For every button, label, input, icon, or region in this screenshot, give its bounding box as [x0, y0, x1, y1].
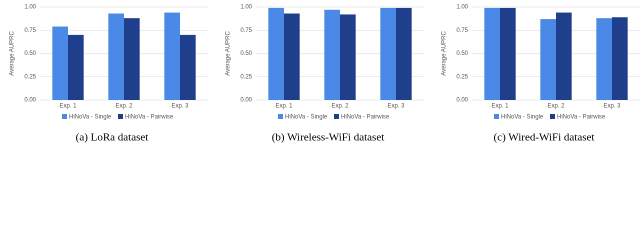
y-axis-label: Average AUPRC — [10, 31, 16, 76]
bar — [612, 17, 628, 101]
bar — [340, 14, 356, 100]
y-tick-label: 1.00 — [240, 5, 252, 11]
legend-label: HiNoVa - Single — [501, 114, 544, 120]
y-axis-label: Average AUPRC — [442, 31, 448, 76]
figure: Average AUPRC 0.00 0.25 0.50 0.75 1.00 Exp. 1 E… — [10, 5, 640, 144]
x-tick-label: Exp. 3 — [171, 104, 189, 110]
bar — [284, 13, 300, 100]
x-tick-label: Exp. 1 — [491, 104, 509, 110]
legend-swatch — [62, 114, 67, 119]
x-tick-label: Exp. 1 — [275, 104, 293, 110]
y-tick-label: 0.75 — [24, 28, 36, 34]
x-tick-label: Exp. 2 — [331, 104, 349, 110]
y-tick-label: 1.00 — [24, 5, 36, 11]
y-tick-label: 0.75 — [240, 28, 252, 34]
legend-swatch — [550, 114, 555, 119]
bar — [164, 12, 180, 100]
bar — [52, 26, 68, 101]
y-tick-label: 0.25 — [240, 74, 252, 80]
y-tick-label: 0.50 — [240, 51, 252, 57]
bar — [124, 18, 140, 100]
legend-label: HiNoVa - Pairwise — [557, 114, 606, 120]
bar — [68, 34, 84, 100]
bar — [396, 7, 412, 100]
bar — [500, 7, 516, 100]
legend-swatch — [118, 114, 123, 119]
legend-label: HiNoVa - Pairwise — [125, 114, 174, 120]
legend-swatch — [278, 114, 283, 119]
bar — [540, 19, 556, 101]
x-tick-label: Exp. 1 — [59, 104, 77, 110]
bar — [596, 18, 612, 100]
y-tick-label: 0.50 — [456, 51, 468, 57]
y-tick-label: 0.75 — [456, 28, 468, 34]
y-tick-label: 1.00 — [456, 5, 468, 11]
legend-label: HiNoVa - Pairwise — [341, 114, 390, 120]
bar — [324, 9, 340, 100]
x-tick-label: Exp. 3 — [603, 104, 621, 110]
bar — [556, 12, 572, 100]
y-tick-label: 0.50 — [24, 51, 36, 57]
caption: (b) Wireless-WiFi dataset — [272, 132, 385, 144]
bar — [380, 7, 396, 100]
legend-swatch — [494, 114, 499, 119]
legend-label: HiNoVa - Single — [285, 114, 328, 120]
y-tick-label: 0.25 — [456, 74, 468, 80]
legend-swatch — [334, 114, 339, 119]
bar — [108, 13, 124, 100]
bar — [268, 7, 284, 100]
caption: (a) LoRa dataset — [76, 132, 149, 144]
bar — [180, 34, 196, 100]
legend-label: HiNoVa - Single — [69, 114, 112, 120]
x-tick-label: Exp. 2 — [547, 104, 565, 110]
caption: (c) Wired-WiFi dataset — [494, 132, 595, 144]
bar — [484, 7, 500, 100]
y-tick-label: 0.00 — [456, 98, 468, 104]
y-tick-label: 0.00 — [240, 98, 252, 104]
x-tick-label: Exp. 3 — [387, 104, 405, 110]
x-tick-label: Exp. 2 — [115, 104, 133, 110]
y-tick-label: 0.25 — [24, 74, 36, 80]
y-axis-label: Average AUPRC — [226, 31, 232, 76]
y-tick-label: 0.00 — [24, 98, 36, 104]
